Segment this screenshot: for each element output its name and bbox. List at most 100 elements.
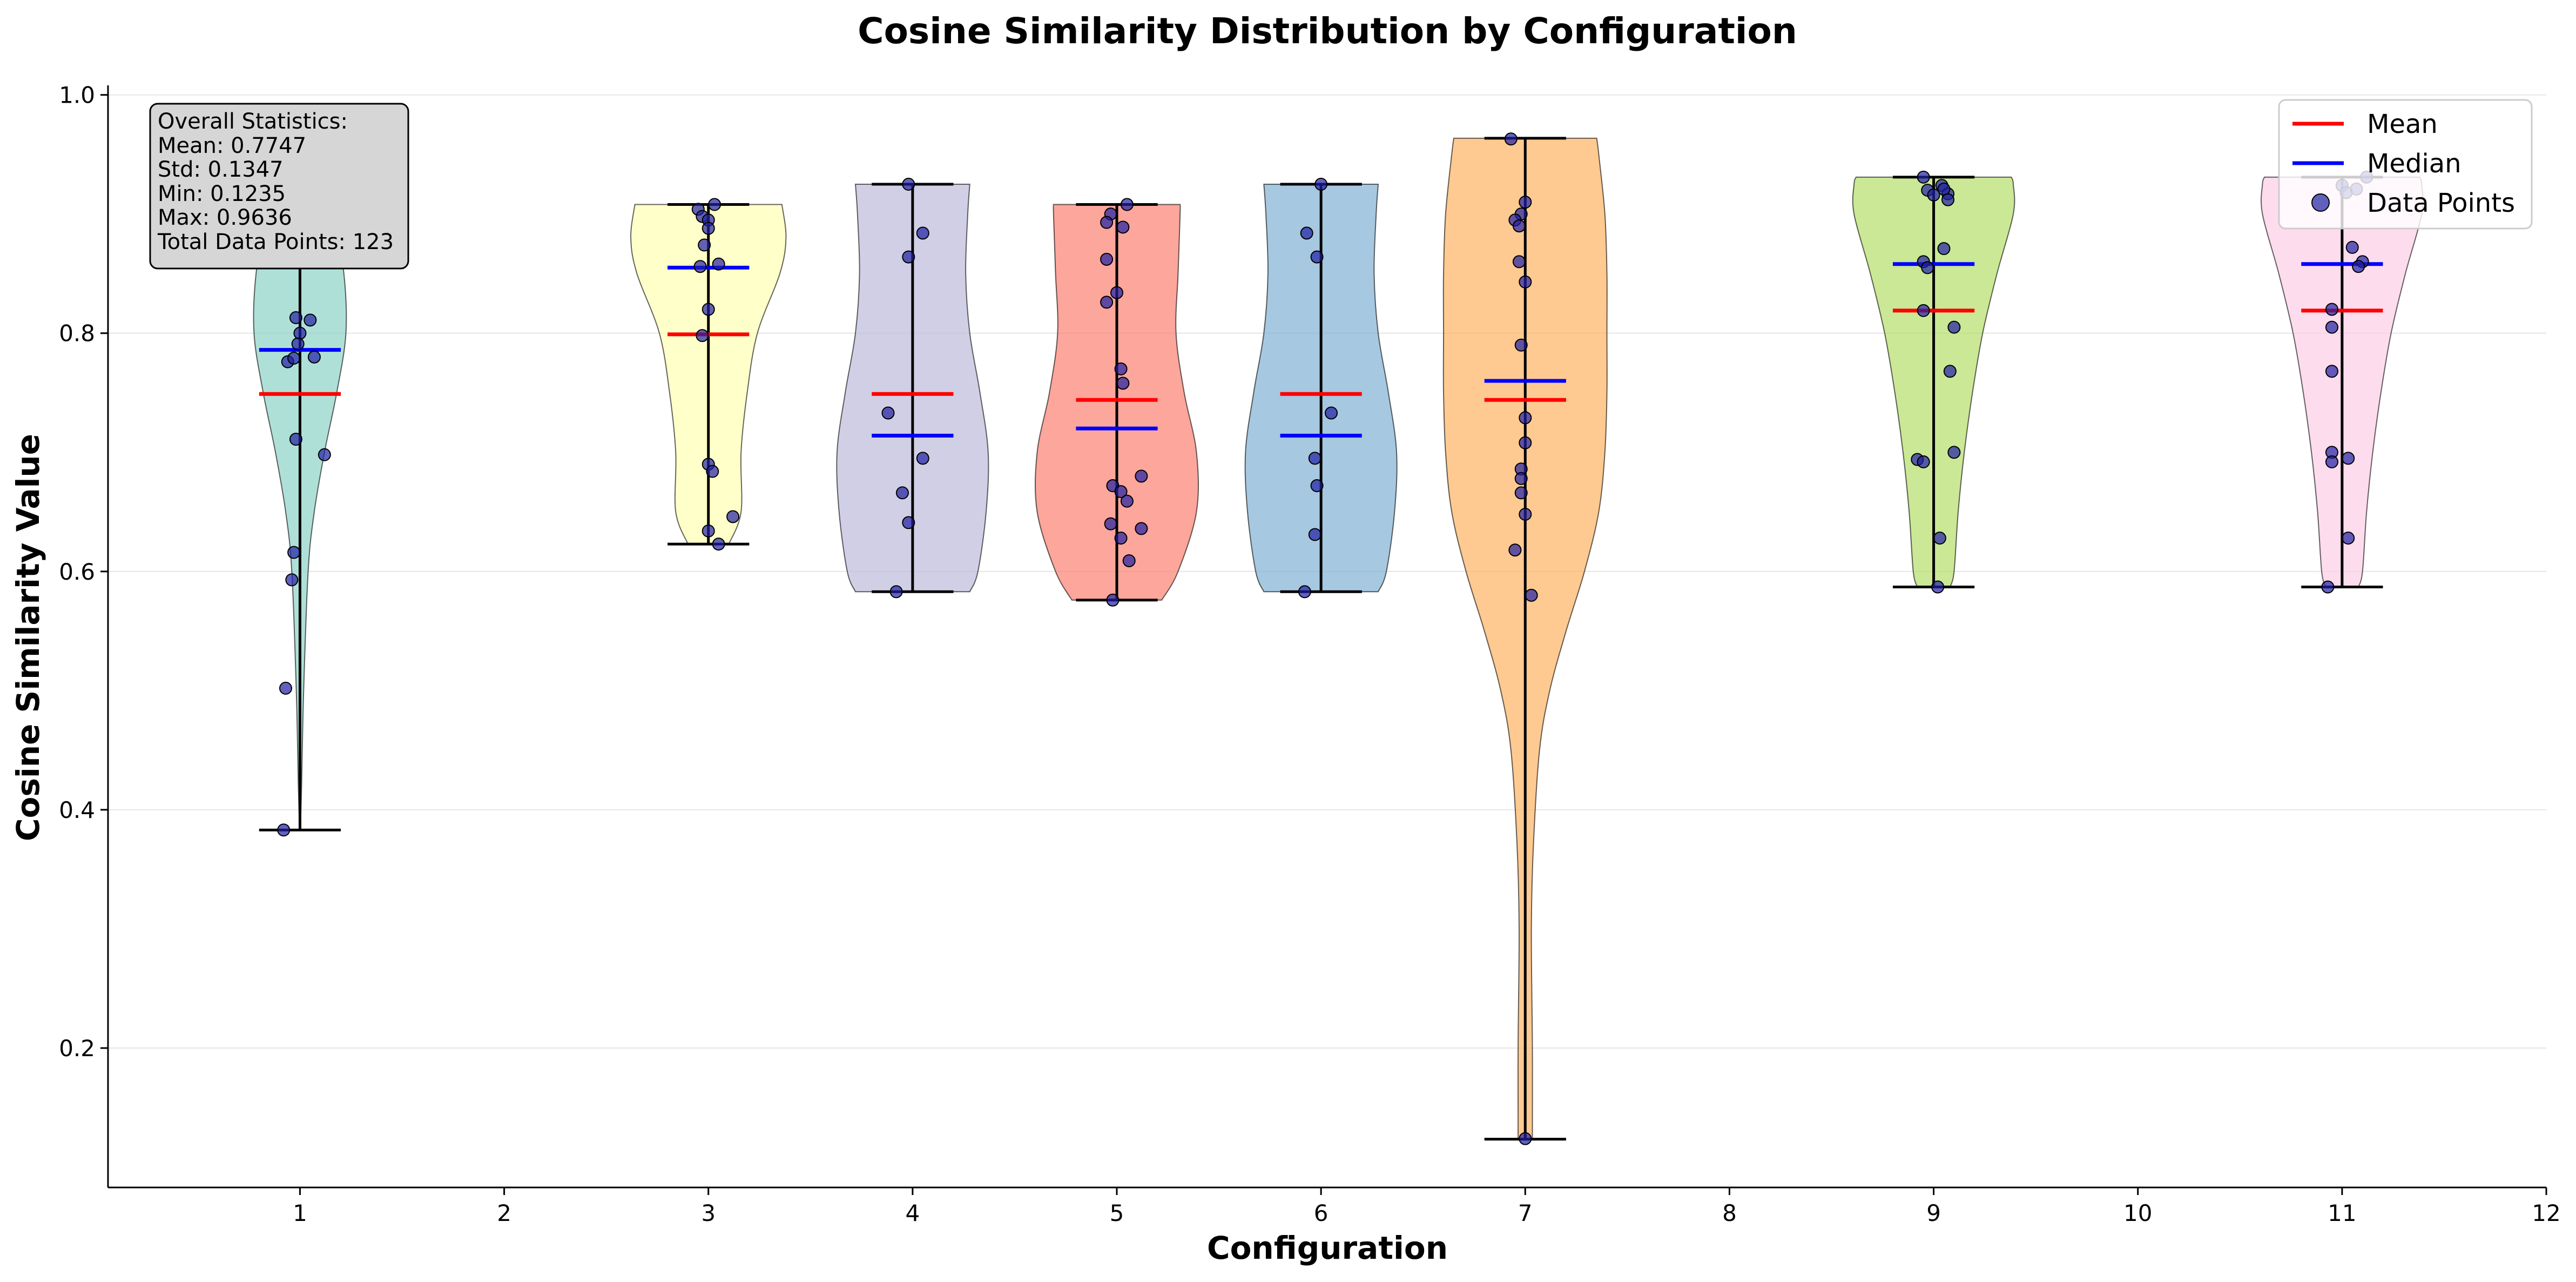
data-point (1135, 469, 1148, 483)
data-point (1937, 242, 1951, 256)
data-point (1298, 585, 1311, 599)
data-point (1104, 517, 1117, 531)
data-point (1927, 188, 1940, 202)
data-point (287, 546, 301, 559)
stats-line: Std: 0.1347 (158, 157, 284, 182)
data-point (1917, 455, 1930, 468)
data-point (889, 585, 903, 599)
data-point (1504, 132, 1518, 146)
data-point (304, 313, 317, 327)
data-point (1114, 485, 1128, 499)
data-point (1135, 522, 1148, 535)
data-point (881, 406, 895, 420)
data-point (1106, 593, 1120, 607)
data-point (293, 326, 307, 340)
data-point (2321, 580, 2335, 594)
data-point (1519, 507, 1532, 521)
data-point (277, 823, 291, 837)
stats-line: Overall Statistics: (158, 109, 348, 134)
data-point (1314, 178, 1328, 191)
data-point (1514, 486, 1528, 500)
data-point (1519, 1132, 1532, 1145)
data-point (693, 260, 707, 273)
data-point (318, 448, 331, 461)
data-point (1917, 304, 1930, 317)
x-tick-label: 9 (1926, 1200, 1941, 1226)
data-point (1308, 528, 1321, 541)
y-axis-label: Cosine Similarity Value (10, 434, 46, 841)
data-point (1308, 452, 1321, 465)
data-point (916, 452, 929, 465)
data-point (1310, 479, 1324, 493)
x-tick-label: 5 (1110, 1200, 1124, 1226)
x-tick-label: 12 (2532, 1200, 2560, 1226)
y-tick-label: 0.4 (59, 797, 95, 823)
data-point (1100, 216, 1114, 229)
data-point (1114, 362, 1128, 375)
data-point (289, 311, 302, 325)
y-tick-label: 0.8 (59, 320, 95, 347)
data-point (1512, 219, 1526, 233)
data-point (1310, 250, 1324, 264)
data-point (895, 486, 909, 500)
legend-data-points-label: Data Points (2367, 188, 2515, 218)
data-point (902, 250, 915, 264)
data-point (1114, 532, 1128, 545)
x-tick-label: 1 (293, 1200, 307, 1226)
data-point (2342, 532, 2355, 545)
data-point (1947, 320, 1961, 334)
data-point (2325, 303, 2338, 316)
data-point (289, 433, 302, 446)
y-tick-label: 0.6 (59, 559, 95, 585)
data-point (1120, 198, 1134, 211)
x-tick-label: 6 (1314, 1200, 1329, 1226)
data-point (1519, 436, 1532, 449)
data-point (287, 352, 301, 365)
data-point (1116, 220, 1130, 234)
legend-background (2278, 99, 2533, 230)
data-point (902, 516, 915, 529)
data-point (2325, 455, 2338, 468)
y-tick-label: 1.0 (59, 82, 95, 109)
data-point (1110, 286, 1124, 299)
data-point (706, 465, 719, 478)
data-point (1947, 446, 1961, 459)
data-point (2345, 240, 2359, 254)
data-point (1921, 261, 1934, 274)
data-point (1525, 588, 1538, 602)
data-point (712, 538, 725, 551)
data-point (1514, 338, 1528, 352)
data-point (2325, 320, 2338, 334)
data-point (291, 337, 305, 351)
data-point (1941, 193, 1955, 206)
legend-data-points-swatch (2311, 193, 2330, 212)
axes (100, 85, 2547, 1195)
stats-line: Total Data Points: 123 (157, 230, 394, 254)
data-point (698, 238, 711, 252)
data-point (902, 178, 915, 191)
legend-median-label: Median (2367, 149, 2462, 179)
x-tick-label: 4 (906, 1200, 920, 1226)
data-point (1122, 554, 1136, 567)
data-point (285, 573, 299, 587)
x-tick-label: 2 (497, 1200, 511, 1226)
y-tick-label: 0.2 (59, 1035, 95, 1062)
violin-ranges (259, 137, 2383, 1141)
data-point (1100, 252, 1114, 266)
data-point (1519, 275, 1532, 288)
x-tick-label: 10 (2123, 1200, 2152, 1226)
data-point (702, 303, 715, 316)
tick-labels: 0.20.40.60.81.01 2 3 4 5 6 7 8 9 10 11 12 (59, 82, 2561, 1226)
x-tick-label: 7 (1518, 1200, 1533, 1226)
data-point (1514, 472, 1528, 485)
overall-statistics-box: Overall Statistics: Mean: 0.7747 Std: 0.… (149, 103, 409, 270)
stats-box-background (149, 103, 409, 270)
data-point (1100, 296, 1114, 309)
data-point (1512, 255, 1526, 269)
data-point (726, 510, 740, 523)
data-point (1300, 226, 1313, 240)
legend: Mean Median Data Points (2278, 99, 2533, 230)
data-point (307, 350, 321, 364)
x-axis-label: Configuration (1207, 1230, 1448, 1266)
